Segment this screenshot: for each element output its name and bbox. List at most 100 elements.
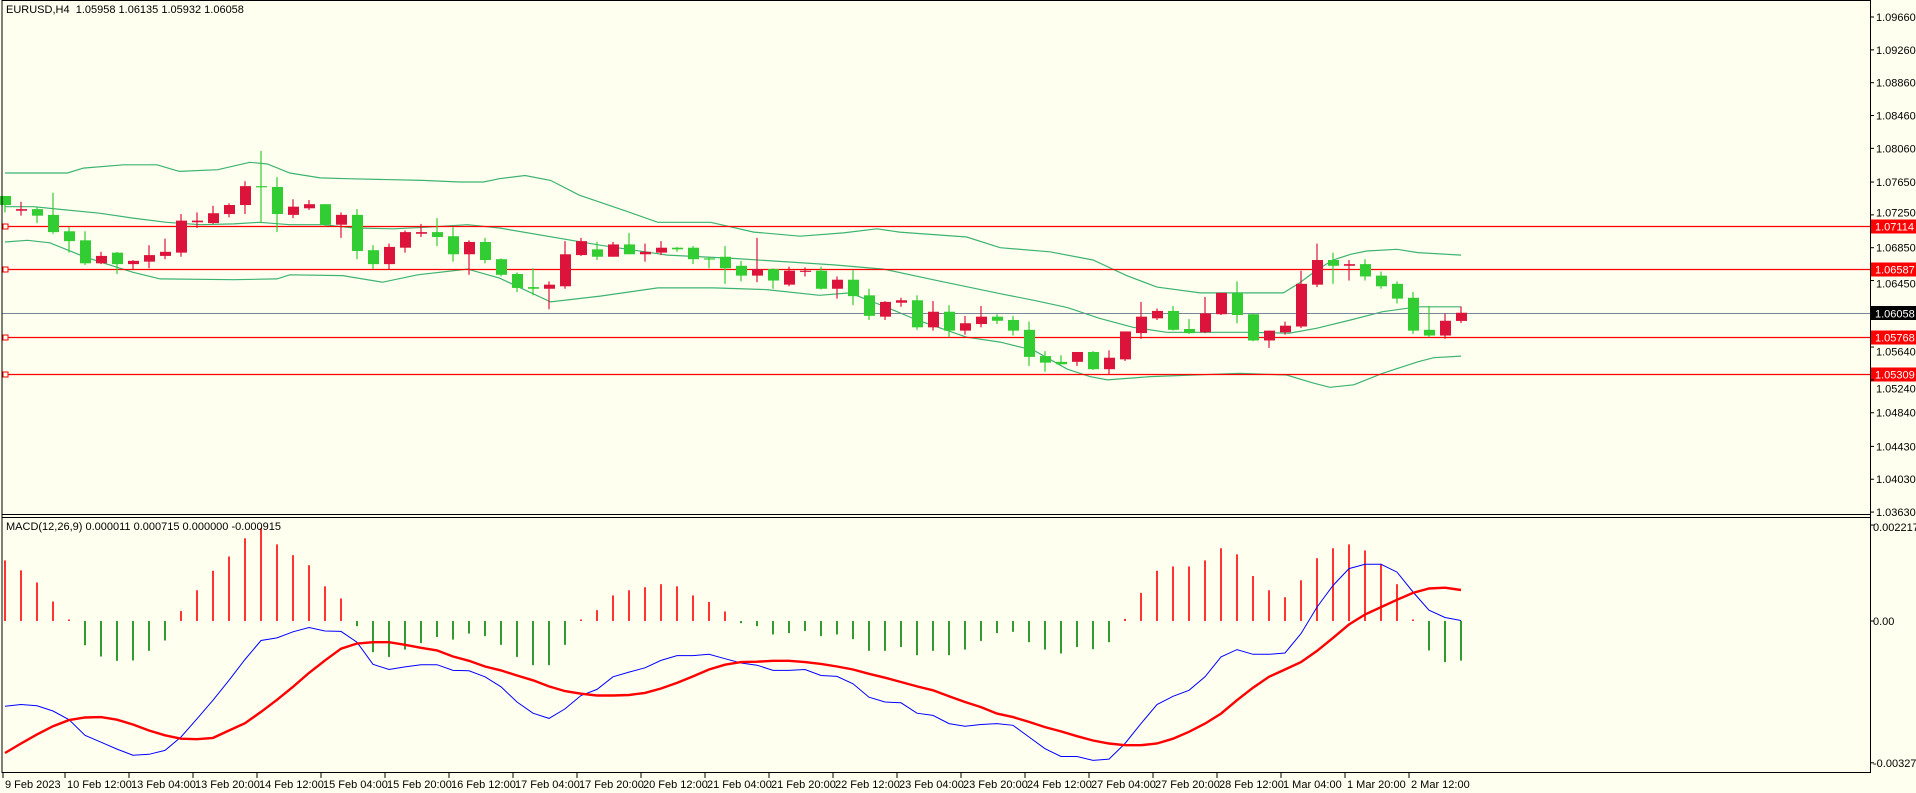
- symbol-timeframe: EURUSD,H4: [6, 4, 70, 16]
- candle: [48, 192, 59, 234]
- candle-body: [1440, 320, 1451, 336]
- candle-body: [96, 255, 107, 264]
- candle: [736, 260, 747, 282]
- candle-body: [240, 186, 251, 206]
- candle-body: [272, 186, 283, 215]
- price-tick-label: 1.08460: [1876, 111, 1916, 123]
- candle: [192, 212, 203, 229]
- candle: [576, 237, 587, 256]
- time-axis[interactable]: 9 Feb 2023 10 Feb 12:00 13 Feb 04:00 13 Feb…: [2, 773, 1470, 791]
- candle: [1248, 314, 1259, 342]
- time-label: 10 Feb 12:00: [67, 779, 132, 791]
- candle-body: [1216, 292, 1227, 315]
- candle: [704, 256, 715, 269]
- candle-body: [1408, 297, 1419, 331]
- candle-body: [288, 206, 299, 215]
- time-label: 23 Feb 04:00: [899, 779, 964, 791]
- macd-values: 0.000011 0.000715 0.000000 -0.000915: [85, 521, 282, 533]
- level-anchor-handle[interactable]: [2, 334, 9, 341]
- candle-body: [0, 195, 11, 206]
- time-label: 27 Feb 20:00: [1155, 779, 1220, 791]
- candle: [912, 295, 923, 330]
- candle-body: [208, 213, 219, 224]
- candle: [1008, 315, 1019, 336]
- candle: [848, 269, 859, 306]
- chart-header: EURUSD,H4 1.05958 1.06135 1.05932 1.0605…: [6, 4, 244, 16]
- candle: [288, 199, 299, 219]
- horizontal-levels[interactable]: [2, 223, 1870, 378]
- level-anchor-handle[interactable]: [2, 266, 9, 273]
- candle: [608, 241, 619, 257]
- price-tick-label: 1.07250: [1876, 208, 1916, 220]
- candle: [128, 260, 139, 270]
- level-price-label-box: [1871, 262, 1916, 277]
- macd-line: [4, 563, 1462, 761]
- candle: [368, 245, 379, 270]
- candle: [1424, 305, 1435, 338]
- candle-body: [1456, 312, 1467, 321]
- candle-body: [464, 241, 475, 255]
- time-label: 2 Mar 12:00: [1411, 779, 1470, 791]
- candle: [272, 177, 283, 233]
- candle: [304, 200, 315, 210]
- candle-body: [336, 214, 347, 225]
- candle-body: [1056, 361, 1067, 365]
- candle-body: [704, 258, 715, 260]
- level-anchor-handle[interactable]: [2, 223, 9, 230]
- candle: [112, 251, 123, 274]
- candle-body: [144, 255, 155, 262]
- candle: [1056, 355, 1067, 365]
- candle-body: [1168, 310, 1179, 330]
- candle: [1184, 319, 1195, 334]
- candle-body: [992, 316, 1003, 321]
- candle-body: [544, 284, 555, 289]
- time-label: 1 Mar 20:00: [1347, 779, 1406, 791]
- candle: [1296, 270, 1307, 329]
- candle: [64, 227, 75, 253]
- candle: [176, 214, 187, 257]
- price-tick-label: 1.05240: [1876, 384, 1916, 396]
- candle: [1376, 271, 1387, 289]
- candle: [384, 243, 395, 270]
- price-tick-label: 1.05640: [1876, 347, 1916, 359]
- price-tick-label: 1.09660: [1876, 12, 1916, 24]
- time-label: 16 Feb 12:00: [451, 779, 516, 791]
- candle: [448, 227, 459, 262]
- macd-axis-zero-label: 0.00: [1873, 616, 1894, 628]
- macd-axis-max-label: 0.002217: [1873, 522, 1916, 534]
- candle: [16, 201, 27, 216]
- candle-body: [1024, 329, 1035, 357]
- candle: [480, 237, 491, 264]
- time-label: 1 Mar 04:00: [1283, 779, 1342, 791]
- candle: [1360, 259, 1371, 281]
- candle-body: [192, 220, 203, 223]
- candle-body: [1312, 260, 1323, 285]
- price-axis[interactable]: 1.07114 1.06587 1.05768 1.05309 1.09660 1.092…: [1870, 12, 1916, 770]
- macd-name: MACD(12,26,9): [6, 521, 83, 533]
- candle-body: [976, 316, 987, 325]
- candle: [1440, 313, 1451, 339]
- candles: [0, 150, 1467, 375]
- level-anchor-handle[interactable]: [2, 371, 9, 378]
- candle-body: [400, 232, 411, 248]
- candle-body: [896, 300, 907, 303]
- candle-body: [32, 209, 43, 216]
- candle-body: [384, 246, 395, 265]
- candle-body: [752, 269, 763, 276]
- candle-body: [1120, 331, 1131, 360]
- candle: [1408, 292, 1419, 334]
- candle-body: [816, 270, 827, 289]
- time-label: 13 Feb 04:00: [131, 779, 196, 791]
- time-label: 9 Feb 2023: [5, 779, 61, 791]
- candle-body: [1232, 292, 1243, 316]
- candle: [1040, 351, 1051, 372]
- candle-body: [1248, 314, 1259, 341]
- time-label: 24 Feb 12:00: [1027, 779, 1092, 791]
- time-label: 21 Feb 04:00: [707, 779, 772, 791]
- level-price-label-box: [1871, 330, 1916, 345]
- candle-body: [320, 204, 331, 225]
- price-tick-label: 1.06450: [1876, 279, 1916, 291]
- candle-body: [1200, 313, 1211, 333]
- candle-body: [1184, 328, 1195, 334]
